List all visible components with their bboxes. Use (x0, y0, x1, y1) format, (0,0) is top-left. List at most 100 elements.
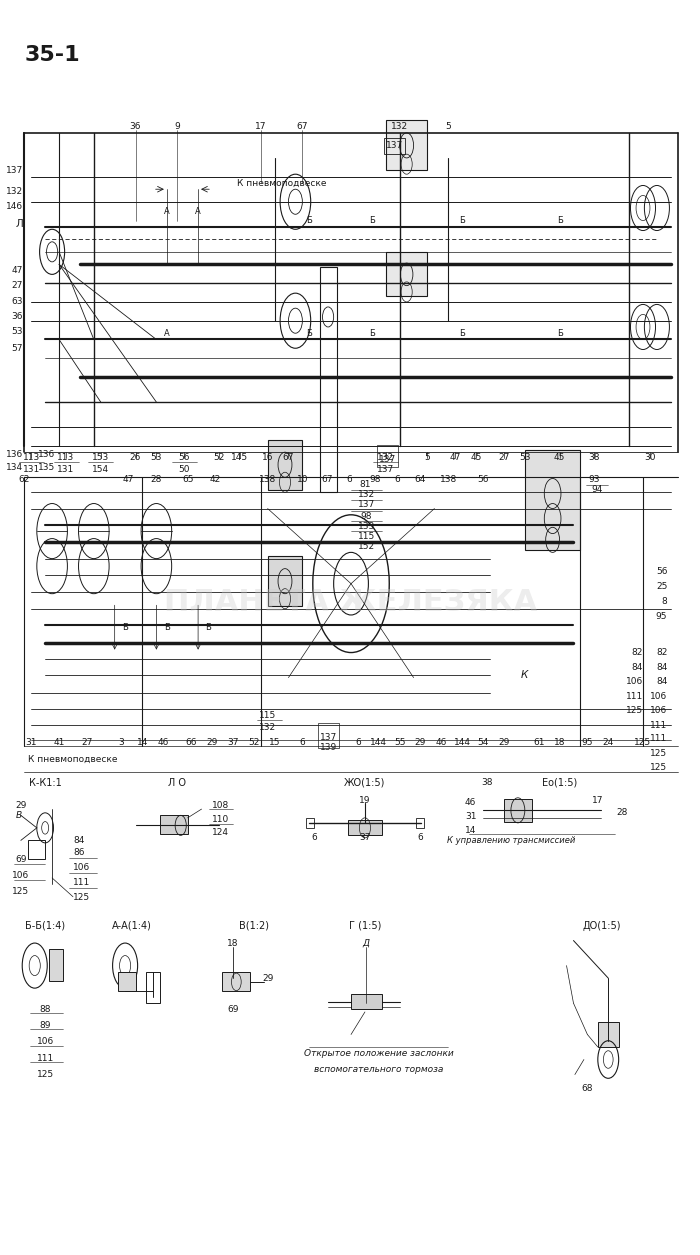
Text: А: А (195, 207, 201, 216)
Text: 145: 145 (231, 453, 248, 462)
Text: 137: 137 (319, 733, 337, 742)
Bar (386, 252, 428, 296)
Text: 56: 56 (656, 567, 667, 576)
Text: 65: 65 (182, 476, 193, 484)
Text: 131: 131 (57, 466, 75, 474)
Text: Б: Б (369, 216, 375, 225)
Text: ПЛАНЕТА ЖЕЛЕЗЯКА: ПЛАНЕТА ЖЕЛЕЗЯКА (164, 587, 538, 617)
Bar (146, 971, 160, 1003)
Bar (348, 821, 382, 836)
Text: 53: 53 (150, 453, 162, 462)
Text: 10: 10 (297, 476, 308, 484)
Text: 29: 29 (15, 801, 27, 809)
Text: 137: 137 (377, 466, 394, 474)
Text: 64: 64 (415, 476, 426, 484)
Text: 31: 31 (465, 812, 476, 821)
Text: 46: 46 (435, 738, 447, 747)
Text: Б: Б (459, 329, 466, 338)
Bar (351, 994, 382, 1009)
Text: 27: 27 (81, 738, 92, 747)
Text: 125: 125 (650, 749, 667, 758)
Text: 42: 42 (210, 476, 221, 484)
Text: ЖО(1:5): ЖО(1:5) (344, 778, 386, 788)
Text: 98: 98 (370, 476, 381, 484)
Text: 9: 9 (174, 122, 180, 131)
Bar (598, 1022, 619, 1047)
Bar (267, 556, 302, 606)
Text: 66: 66 (186, 738, 197, 747)
Text: 95: 95 (582, 738, 593, 747)
Text: 106: 106 (626, 676, 643, 685)
Text: 6: 6 (300, 738, 305, 747)
Bar (28, 841, 46, 860)
Text: 84: 84 (631, 663, 643, 673)
Text: 136: 136 (38, 451, 55, 459)
Text: 52: 52 (214, 453, 225, 462)
Text: 47: 47 (11, 266, 23, 275)
Text: 144: 144 (370, 738, 387, 747)
Text: 146: 146 (6, 202, 23, 211)
Text: Б: Б (307, 216, 312, 225)
Text: А: А (164, 207, 169, 216)
Bar (267, 439, 302, 489)
Bar (318, 723, 339, 748)
Text: 28: 28 (150, 476, 162, 484)
Text: 18: 18 (227, 939, 239, 948)
Text: 67: 67 (283, 453, 294, 462)
Text: Б: Б (459, 216, 466, 225)
Text: 82: 82 (631, 648, 643, 658)
Text: 36: 36 (11, 312, 23, 321)
Text: 81: 81 (359, 481, 371, 489)
Text: 144: 144 (454, 738, 471, 747)
Bar (118, 971, 136, 990)
Text: 84: 84 (656, 676, 667, 685)
Text: 115: 115 (358, 532, 375, 541)
Text: 88: 88 (39, 1005, 51, 1014)
Text: В: В (15, 811, 22, 820)
Text: 137: 137 (379, 456, 396, 464)
Text: 95: 95 (656, 611, 667, 621)
Text: 67: 67 (321, 476, 332, 484)
Text: 38: 38 (481, 778, 492, 787)
Text: 29: 29 (206, 738, 218, 747)
Text: 111: 111 (36, 1054, 54, 1063)
Text: 41: 41 (53, 738, 64, 747)
Text: 38: 38 (589, 453, 600, 462)
Text: 135: 135 (38, 463, 55, 472)
Text: 31: 31 (25, 738, 37, 747)
Text: 52: 52 (248, 738, 260, 747)
Text: 113: 113 (22, 453, 40, 462)
Text: 18: 18 (554, 738, 566, 747)
Text: Л О: Л О (168, 778, 186, 788)
Text: 93: 93 (589, 476, 600, 484)
Text: 6: 6 (312, 833, 317, 842)
Text: 24: 24 (603, 738, 614, 747)
Text: 62: 62 (19, 476, 30, 484)
Bar (48, 949, 62, 980)
Text: 98: 98 (360, 512, 372, 521)
Text: 27: 27 (498, 453, 510, 462)
Text: 115: 115 (259, 710, 276, 719)
Text: 111: 111 (650, 720, 667, 729)
Bar (223, 971, 250, 990)
Text: Б: Б (164, 622, 169, 633)
Text: 69: 69 (227, 1005, 239, 1014)
Text: 111: 111 (73, 878, 90, 887)
Text: К пневмоподвеске: К пневмоподвеске (28, 754, 118, 763)
Text: 137: 137 (358, 501, 375, 510)
Text: 132: 132 (358, 491, 375, 499)
Text: А-А(1:4): А-А(1:4) (112, 920, 152, 930)
Text: 5: 5 (425, 453, 430, 462)
Text: 6: 6 (395, 476, 400, 484)
Text: Л: Л (15, 220, 23, 230)
Text: 54: 54 (477, 738, 489, 747)
Text: 138: 138 (440, 476, 457, 484)
Text: 82: 82 (656, 648, 667, 658)
Text: 94: 94 (592, 486, 603, 494)
Text: 29: 29 (262, 974, 273, 983)
Text: 6: 6 (346, 476, 353, 484)
Text: Б-Б(1:4): Б-Б(1:4) (25, 920, 65, 930)
Text: Б: Б (122, 622, 128, 633)
Bar (377, 444, 398, 467)
Text: 47: 47 (449, 453, 461, 462)
